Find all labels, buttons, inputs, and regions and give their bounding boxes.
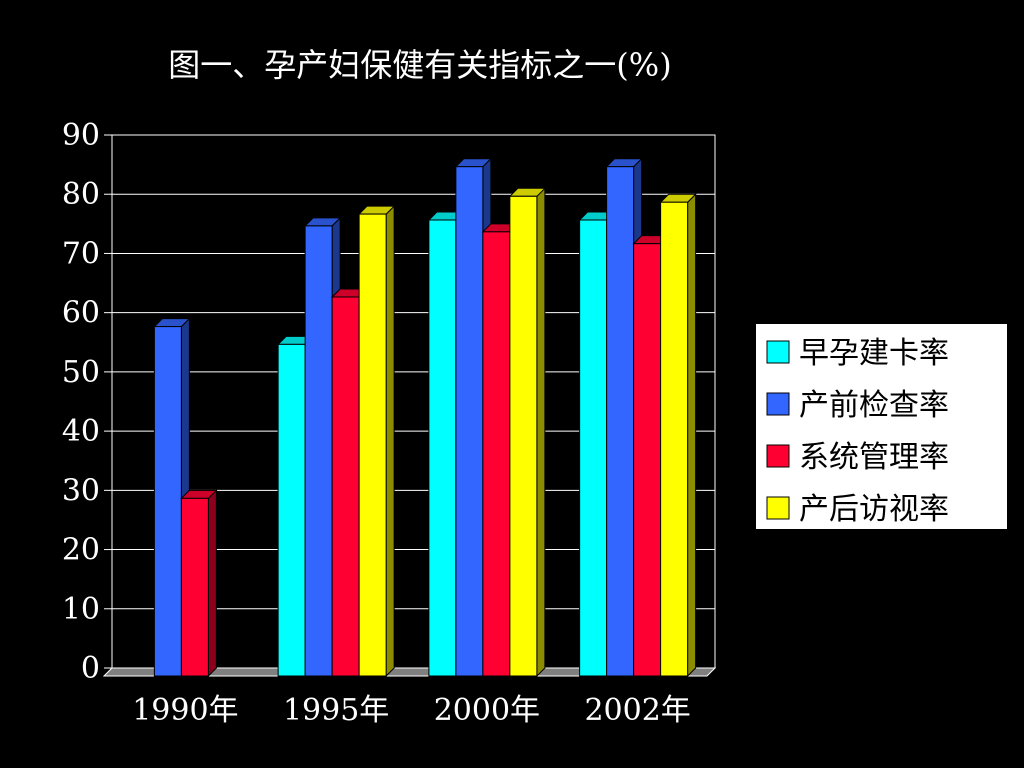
bar-front [277, 343, 306, 677]
y-tick-label: 20 [62, 533, 100, 568]
bar-side [536, 187, 546, 678]
bar-front [606, 166, 635, 677]
legend-box [754, 322, 1009, 531]
y-tick-label: 10 [62, 592, 100, 627]
y-tick-label: 50 [62, 355, 100, 390]
chart-title: 图一、孕产妇保健有关指标之一(%) [168, 46, 671, 84]
y-tick-label: 90 [62, 118, 100, 153]
bar [508, 187, 547, 678]
legend-swatch [766, 340, 790, 364]
plot-area: 0 10 20 30 40 50 60 70 80 90 1990年 1995年 2000年 2002年 [62, 118, 717, 728]
y-tick-label: 30 [62, 473, 100, 508]
bar-front [660, 201, 689, 677]
y-tick-label: 60 [62, 296, 100, 331]
bar-side [385, 204, 395, 678]
legend-swatch [766, 392, 790, 416]
bar-front [153, 326, 182, 677]
bar-front [331, 296, 360, 677]
bar-front [509, 195, 538, 677]
legend-label: 产后访视率 [799, 492, 949, 527]
legend-swatch [766, 496, 790, 520]
x-tick-label: 1990年 [132, 693, 238, 728]
bar-side [687, 193, 697, 678]
bar-side [207, 489, 217, 678]
bar-front [633, 243, 662, 677]
legend-label: 系统管理率 [799, 440, 949, 475]
bar-front [180, 497, 209, 677]
bar [180, 489, 218, 678]
bar-front [579, 219, 608, 677]
x-tick-label: 2000年 [434, 693, 540, 728]
legend-label: 产前检查率 [799, 388, 949, 423]
y-tick-label: 0 [81, 651, 100, 686]
bar-front [428, 219, 457, 677]
x-tick-label: 2002年 [584, 693, 690, 728]
bar-front [304, 225, 333, 677]
bar [357, 204, 396, 678]
y-tick-label: 40 [62, 414, 100, 449]
legend-swatch [766, 444, 790, 468]
y-tick-label: 80 [62, 177, 100, 212]
bar-front [358, 213, 387, 677]
bar [659, 193, 697, 678]
x-tick-label: 1995年 [283, 693, 389, 728]
bar-front [482, 231, 511, 677]
y-tick-label: 70 [62, 236, 100, 271]
legend-label: 早孕建卡率 [799, 336, 949, 371]
bar-front [455, 166, 484, 677]
